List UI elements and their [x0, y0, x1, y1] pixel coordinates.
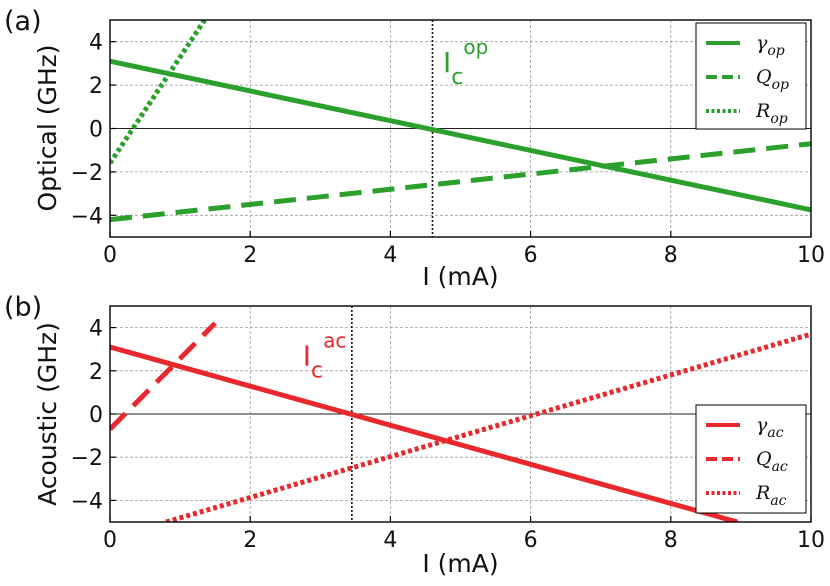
y-tick-label: −4 — [71, 204, 103, 229]
critical-current-label: Icac — [303, 328, 347, 383]
panel-b-label: (b) — [4, 292, 42, 323]
legend-entry: γac — [756, 414, 784, 441]
y-axis-label: Acoustic (GHz) — [33, 322, 62, 506]
series-line-solid — [110, 58, 811, 213]
x-tick-label: 4 — [383, 243, 397, 268]
x-tick-label: 10 — [797, 528, 825, 553]
legend-entry: γop — [756, 32, 785, 59]
y-tick-label: 2 — [89, 74, 103, 99]
legend-entry: Qac — [756, 448, 788, 475]
x-tick-label: 2 — [243, 528, 257, 553]
y-tick-label: 0 — [89, 118, 103, 143]
series-line-solid — [110, 344, 739, 522]
x-tick-label: 4 — [383, 528, 397, 553]
optical-chart: 0 2 4 6 8 10 4 2 0 −2 −4 I (mA) Optical (GHz) Icop γop… — [33, 19, 825, 291]
y-tick-label: 0 — [89, 403, 103, 428]
legend-entry: Rac — [755, 482, 787, 509]
x-tick-label: 2 — [243, 243, 257, 268]
x-tick-label: 8 — [664, 528, 678, 553]
series-line-dashed — [110, 141, 811, 223]
x-tick-label: 6 — [524, 528, 538, 553]
x-axis-label: I (mA) — [422, 549, 498, 578]
legend: γop Qop Rop — [695, 22, 807, 130]
y-tick-label: −2 — [71, 446, 103, 471]
y-tick-label: 2 — [89, 360, 103, 385]
y-tick-label: 4 — [89, 31, 103, 56]
y-tick-label: −2 — [71, 161, 103, 186]
y-tick-label: 4 — [89, 317, 103, 342]
legend-entry: Qop — [756, 66, 789, 93]
x-tick-label: 10 — [797, 243, 825, 268]
acoustic-chart: 0 2 4 6 8 10 4 2 0 −2 −4 I (mA) Acoustic (GHz) Icac γa… — [33, 305, 825, 578]
x-tick-label: 8 — [664, 243, 678, 268]
critical-current-label: Icop — [443, 35, 488, 90]
series-line-dotted — [110, 20, 207, 165]
x-tick-label: 6 — [524, 243, 538, 268]
x-tick-label: 0 — [103, 528, 117, 553]
panel-a-label: (a) — [4, 6, 42, 37]
y-axis-label: Optical (GHz) — [33, 44, 62, 211]
x-tick-label: 0 — [103, 243, 117, 268]
x-axis-label: I (mA) — [422, 262, 498, 291]
y-tick-label: −4 — [71, 489, 103, 514]
legend: γac Qac Rac — [695, 404, 807, 514]
series-line-dashed — [110, 321, 217, 431]
legend-entry: Rop — [755, 100, 788, 127]
